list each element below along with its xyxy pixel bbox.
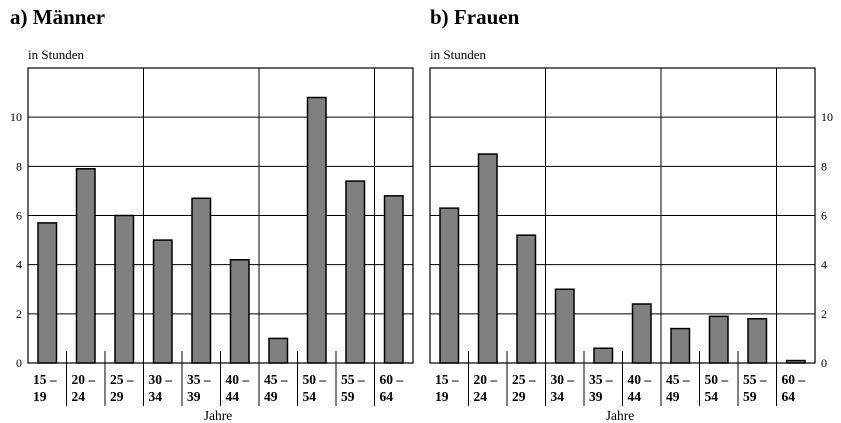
bar-8: [306, 96, 327, 364]
bar-5: [593, 347, 614, 364]
x-tick-label: 25 –29: [110, 372, 134, 404]
bar-7: [670, 327, 691, 364]
x-tick-label: 35 –39: [589, 372, 613, 404]
y-tick-label: 0: [16, 356, 22, 370]
y-tick-label: 8: [16, 159, 22, 173]
y-tick-label: 4: [821, 258, 827, 272]
bar-6: [631, 303, 652, 364]
y-tick-label: 8: [821, 159, 827, 173]
bar-9: [747, 318, 768, 364]
x-tick-label: 20 –24: [72, 372, 96, 404]
y-tick-label: 2: [821, 307, 827, 321]
x-tick-label: 25 –29: [512, 372, 536, 404]
y-tick-label: 4: [16, 258, 22, 272]
chart-title: a) Männer: [10, 5, 105, 29]
x-tick-label: 15 –19: [435, 372, 459, 404]
x-tick-label: 55 –59: [341, 372, 365, 404]
bar-3: [516, 234, 537, 364]
x-tick-label: 35 –39: [187, 372, 211, 404]
panel-frauen: b) Frauen in Stunden Jahre 0 2 4 6 8 10 15 –19…: [429, 5, 833, 423]
x-tick-label: 15 –19: [33, 372, 57, 404]
x-tick-label: 60 –64: [380, 372, 404, 404]
bar-3: [114, 214, 135, 364]
chart-title: b) Frauen: [430, 5, 520, 29]
x-tick-label: 40 –44: [226, 372, 250, 404]
bar-7: [268, 337, 289, 364]
x-tick-label: 50 –54: [303, 372, 327, 404]
x-tick-label: 40 –44: [628, 372, 652, 404]
bar-1: [37, 222, 58, 364]
bar-10: [785, 359, 806, 364]
x-tick-label: 45 –49: [666, 372, 690, 404]
bar-2: [75, 168, 96, 364]
bar-5: [191, 197, 212, 364]
x-tick-label: 45 –49: [264, 372, 288, 404]
y-axis-unit-label: in Stunden: [430, 47, 486, 62]
y-tick-label: 6: [821, 209, 827, 223]
x-tick-label: 60 –64: [782, 372, 806, 404]
y-tick-label: 2: [16, 307, 22, 321]
bar-10: [383, 195, 404, 364]
y-tick-label: 10: [10, 110, 22, 124]
y-tick-label: 6: [16, 209, 22, 223]
x-tick-label: 55 –59: [743, 372, 767, 404]
bar-4: [554, 288, 575, 364]
bar-4: [152, 239, 173, 364]
bar-9: [345, 180, 366, 364]
x-tick-label: 30 –34: [551, 372, 575, 404]
bar-8: [708, 315, 729, 364]
x-axis-label: Jahre: [606, 408, 634, 423]
x-axis-label: Jahre: [204, 408, 232, 423]
y-axis-unit-label: in Stunden: [28, 47, 84, 62]
bar-2: [477, 153, 498, 364]
x-tick-label: 20 –24: [474, 372, 498, 404]
x-tick-label: 50 –54: [705, 372, 729, 404]
x-tick-label: 30 –34: [149, 372, 173, 404]
bar-6: [229, 259, 250, 364]
panel-maenner: a) Männer in Stunden Jahre 0 2 4 6 8 10 15 –19…: [10, 5, 414, 423]
bar-1: [439, 207, 460, 364]
y-tick-label: 10: [821, 110, 833, 124]
y-tick-label: 0: [821, 356, 827, 370]
